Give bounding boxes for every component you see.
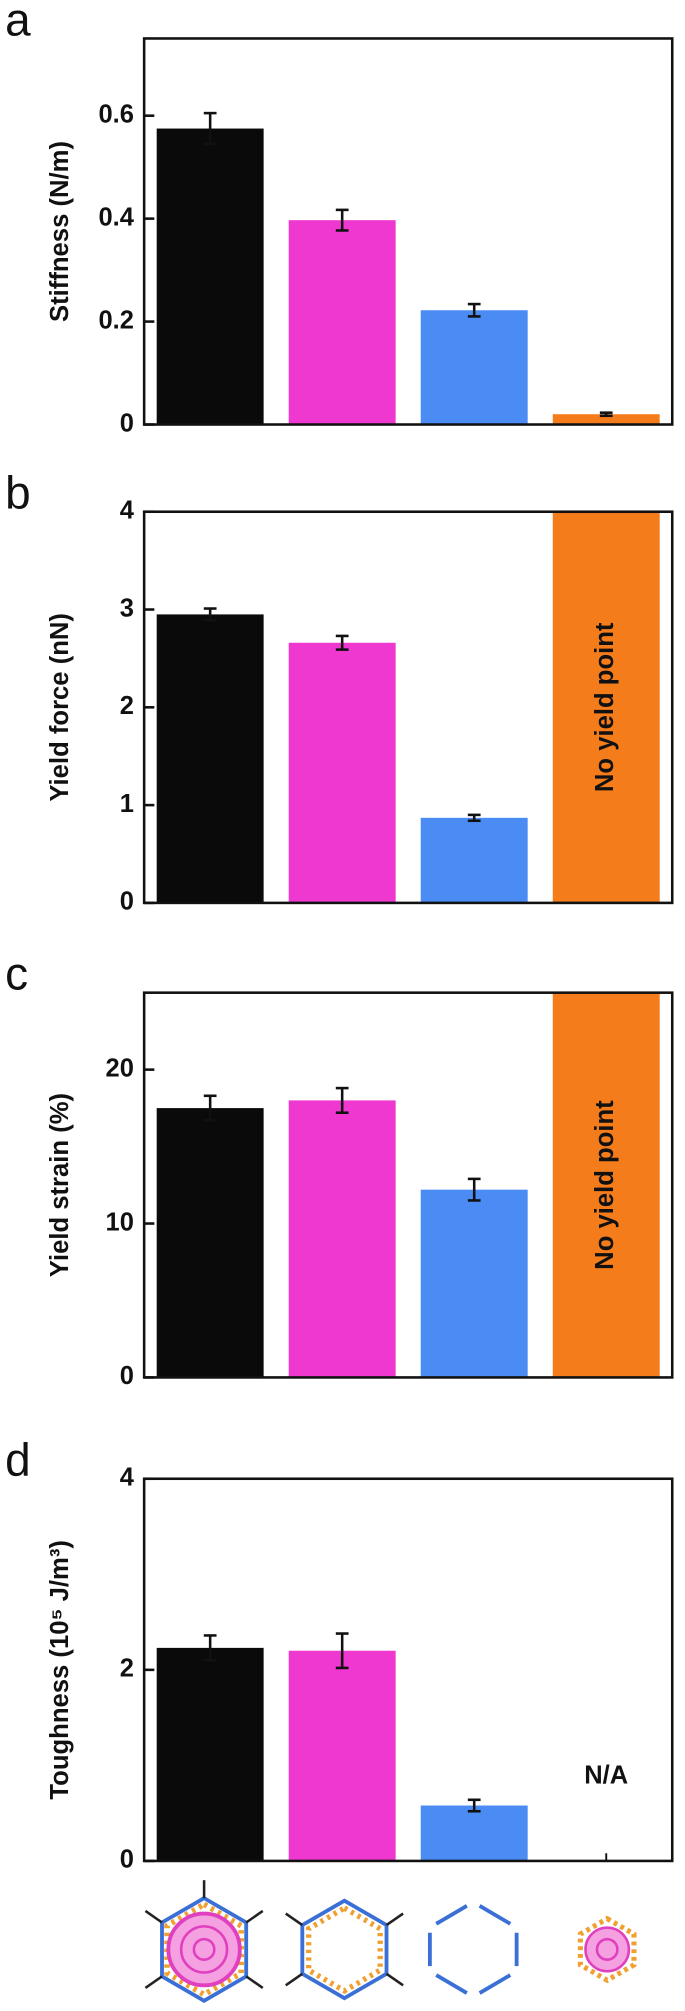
y-axis-label: Yield strain (%) xyxy=(46,1093,74,1277)
y-axis-label: Toughness (10⁵ J/m³) xyxy=(46,1540,74,1800)
bar xyxy=(420,817,528,903)
annotation: N/A xyxy=(584,1762,628,1790)
bar xyxy=(288,642,396,903)
bar xyxy=(156,1647,264,1861)
y-axis-label: Stiffness (N/m) xyxy=(46,141,74,322)
icon-frame xyxy=(427,1904,519,1995)
icon-full xyxy=(144,1880,264,2003)
y-tick-label: 0.6 xyxy=(98,100,133,128)
icon-core xyxy=(577,1915,637,1984)
icon-shell xyxy=(285,1898,404,2001)
panel-letter: b xyxy=(5,466,31,518)
bar xyxy=(420,310,528,425)
y-tick-label: 0 xyxy=(120,1846,134,1874)
y-tick-label: 2 xyxy=(120,1655,134,1683)
y-tick-label: 3 xyxy=(120,594,134,622)
y-tick-label: 0.2 xyxy=(98,306,133,334)
bar xyxy=(156,1108,264,1378)
y-tick-label: 0.4 xyxy=(98,203,134,231)
y-tick-label: 20 xyxy=(106,1054,134,1082)
y-axis-label: Yield force (nN) xyxy=(46,613,74,802)
y-tick-label: 0 xyxy=(120,888,134,916)
bar xyxy=(420,1189,528,1378)
y-tick-label: 2 xyxy=(120,692,134,720)
plot-frame xyxy=(142,510,674,905)
plot-frame xyxy=(142,991,674,1379)
bar xyxy=(420,1805,528,1861)
plot-frame xyxy=(142,37,674,426)
panel-letter: c xyxy=(5,947,28,999)
y-tick-label: 0 xyxy=(120,1362,134,1390)
plot-frame xyxy=(142,1477,674,1863)
y-tick-label: 10 xyxy=(106,1208,134,1236)
bar xyxy=(288,1100,396,1378)
structure-icons xyxy=(144,1880,637,2003)
bar xyxy=(552,414,660,425)
y-tick-label: 4 xyxy=(120,1463,135,1491)
panel-letter: d xyxy=(5,1433,31,1485)
bar xyxy=(288,1650,396,1861)
bar xyxy=(288,220,396,425)
annotation: No yield point xyxy=(591,622,619,792)
y-tick-label: 4 xyxy=(120,496,135,524)
y-tick-label: 0 xyxy=(120,409,134,437)
no-yield-box xyxy=(552,992,660,1378)
bar xyxy=(156,614,264,903)
panel-letter: a xyxy=(5,0,31,45)
no-yield-box xyxy=(552,511,660,903)
bar xyxy=(156,128,264,425)
annotation: No yield point xyxy=(591,1100,619,1270)
y-tick-label: 1 xyxy=(120,790,134,818)
